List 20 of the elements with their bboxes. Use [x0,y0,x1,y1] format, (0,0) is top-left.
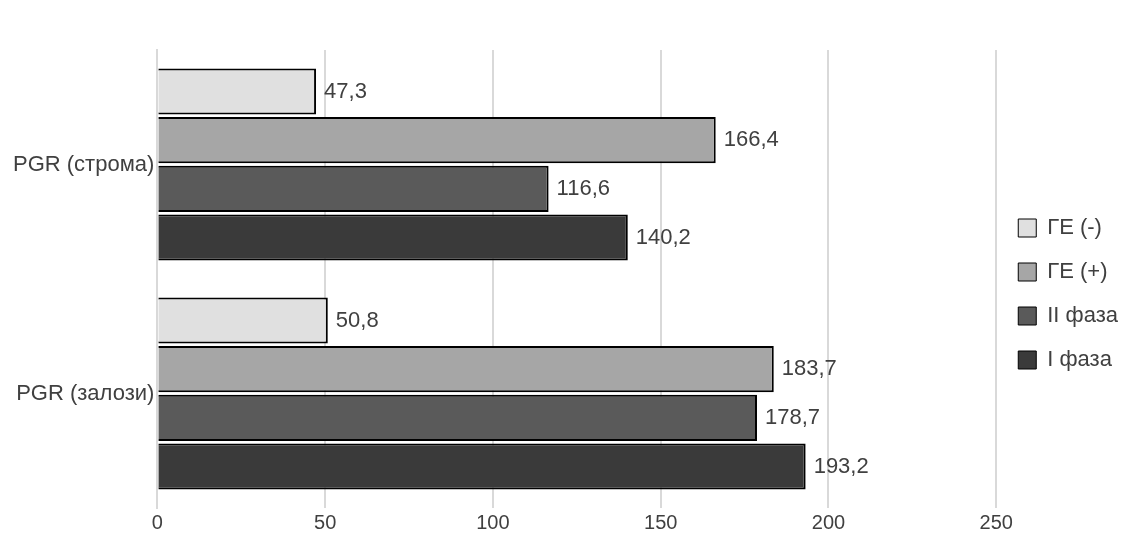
x-tick-label: 200 [811,510,846,533]
legend-label: ГЕ (-) [1047,214,1102,240]
data-label: 50,8 [335,306,379,332]
data-label: 47,3 [324,77,367,103]
legend-label: II фаза [1047,302,1119,328]
data-label: 178,7 [765,403,821,429]
x-tick-label: 50 [314,510,337,533]
y-tick-label: PGR (строма) [12,150,155,176]
y-tick-label: PGR (залози) [16,379,155,405]
x-tick-label: 250 [979,510,1013,533]
legend-label: I фаза [1047,346,1113,372]
legend-label: ГЕ (+) [1047,258,1108,284]
data-label: 166,4 [723,126,779,152]
data-label: 193,2 [813,452,869,478]
x-tick-label: 0 [151,510,163,533]
x-tick-label: 100 [476,510,510,533]
data-label: 183,7 [781,355,837,381]
data-label: 140,2 [635,223,691,249]
x-tick-label: 150 [644,510,678,533]
data-label: 116,6 [556,174,611,200]
